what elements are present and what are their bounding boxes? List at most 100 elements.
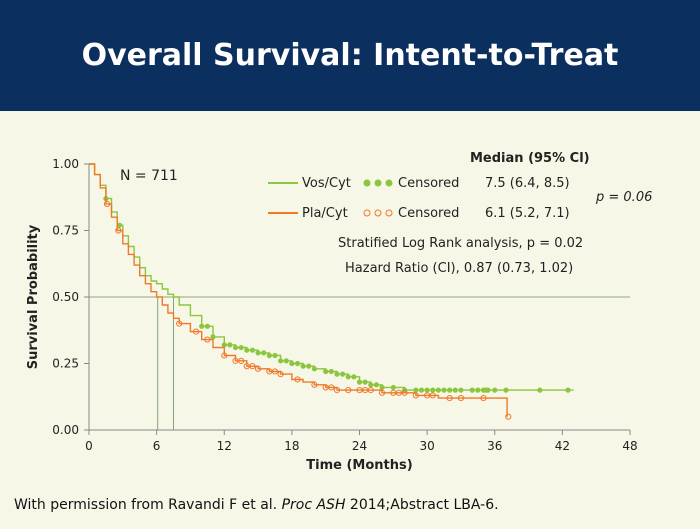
censor-mark [475,387,481,393]
censor-mark [378,389,386,396]
censor-mark [294,360,301,367]
censor-mark [249,363,256,370]
legend-censor-mark [385,179,393,187]
x-tick-label: 36 [487,439,502,453]
citation-journal: Proc ASH [281,497,346,513]
censor-mark [435,387,441,393]
log-rank-text: Stratified Log Rank analysis, p = 0.02 [338,236,583,251]
x-tick-label: 6 [153,439,161,453]
censor-mark [458,387,464,393]
x-axis-title: Time (Months) [306,458,412,473]
censor-mark [351,374,357,380]
censor-mark [333,387,341,394]
censor-mark [254,365,262,372]
censor-mark [339,371,346,377]
censor-mark [362,379,368,385]
y-tick-label: 1.00 [52,157,79,171]
censor-mark [492,387,498,393]
censor-mark [289,360,295,367]
censor-mark [249,347,256,353]
censor-mark [278,358,284,364]
hazard-ratio-text: Hazard Ratio (CI), 0.87 (0.73, 1.02) [345,261,573,276]
censor-mark [244,347,250,353]
citation-prefix: With permission from Ravandi F et al. [14,497,282,513]
survival-curve-0 [89,163,574,391]
y-tick-label: 0.75 [52,224,79,238]
censor-mark [446,394,453,402]
censor-mark [232,344,239,351]
citation-suffix: 2014;Abstract LBA-6. [345,497,499,513]
censor-mark [311,381,318,388]
censor-mark [537,387,543,393]
chart-annotations: N = 711 Median (95% Cl) p = 0.06 Stratified… [120,151,652,276]
censor-mark [401,389,408,396]
censor-mark [367,387,374,394]
survival-curves [89,163,574,420]
censor-mark [356,379,363,385]
legend-censor-mark [374,179,382,187]
slide-header: Overall Survival: Intent-to-Treat [0,0,700,111]
censor-mark [306,363,312,369]
x-tick-label: 18 [284,439,299,453]
chart-area: 0 6 12 18 24 30 36 42 48 0.00 0.25 0.50 0.75 1.00 Time… [0,111,700,525]
censor-mark [345,387,352,394]
censor-mark [430,387,436,393]
censor-mark [192,328,200,335]
censor-mark [323,368,329,375]
x-tick-label: 30 [419,439,434,453]
x-tick-label: 24 [352,439,367,453]
censor-mark [238,344,244,351]
censor-mark [412,392,419,399]
x-tick-label: 48 [622,439,637,453]
legend-censor-mark [385,209,393,217]
censor-mark [204,336,211,343]
censor-mark [300,363,306,369]
censor-mark [221,352,228,359]
censor-mark [103,200,111,208]
censor-mark [441,387,447,393]
censor-mark [199,323,205,329]
censor-mark [505,413,512,420]
chart-legend: Vos/Cyt Censored 7.5 (6.4, 8.5) Pla/Cyt Cens… [268,176,570,221]
censor-mark [379,384,385,391]
censor-mark [457,394,465,402]
survival-chart: 0 6 12 18 24 30 36 42 48 0.00 0.25 0.50 0.75 1.00 Time… [26,151,652,473]
legend-label: Pla/Cyt [302,206,348,221]
median-header: Median (95% Cl) [470,151,590,166]
legend-censor-mark [363,179,371,187]
censor-mark [373,382,380,388]
censor-mark [565,387,571,393]
censor-mark [210,334,216,340]
p-value: p = 0.06 [595,190,652,205]
censor-mark [271,368,279,375]
chart-reference-lines [89,296,630,430]
censor-mark [221,342,227,348]
x-tick-label: 12 [217,439,232,453]
slide-title: Overall Survival: Intent-to-Treat [81,38,619,73]
censor-mark [452,387,458,393]
censor-mark [469,387,475,393]
y-tick-label: 0.50 [52,290,79,304]
censor-mark [328,384,335,391]
censor-mark [116,222,123,228]
legend-median-value: 6.1 (5.2, 7.1) [485,206,570,221]
censor-mark [424,387,430,393]
censor-mark [334,371,340,377]
legend-censored-label: Censored [398,206,459,221]
y-tick-label: 0.25 [52,357,79,371]
censor-mark [227,342,233,348]
legend-label: Vos/Cyt [302,176,351,191]
chart-axes: 0 6 12 18 24 30 36 42 48 0.00 0.25 0.50 0.75 1.00 Time… [26,157,638,473]
sample-size: N = 711 [120,168,178,184]
censor-mark [447,387,453,393]
censor-mark [503,387,509,393]
legend-censor-mark [363,209,371,217]
censor-mark [255,350,261,356]
censor-mark [283,358,289,364]
censor-mark [176,320,183,327]
censor-mark [238,357,245,364]
citation: With permission from Ravandi F et al. Pr… [14,497,499,513]
censor-mark [272,352,278,359]
x-tick-label: 0 [85,439,93,453]
survival-curve-1 [89,163,508,417]
